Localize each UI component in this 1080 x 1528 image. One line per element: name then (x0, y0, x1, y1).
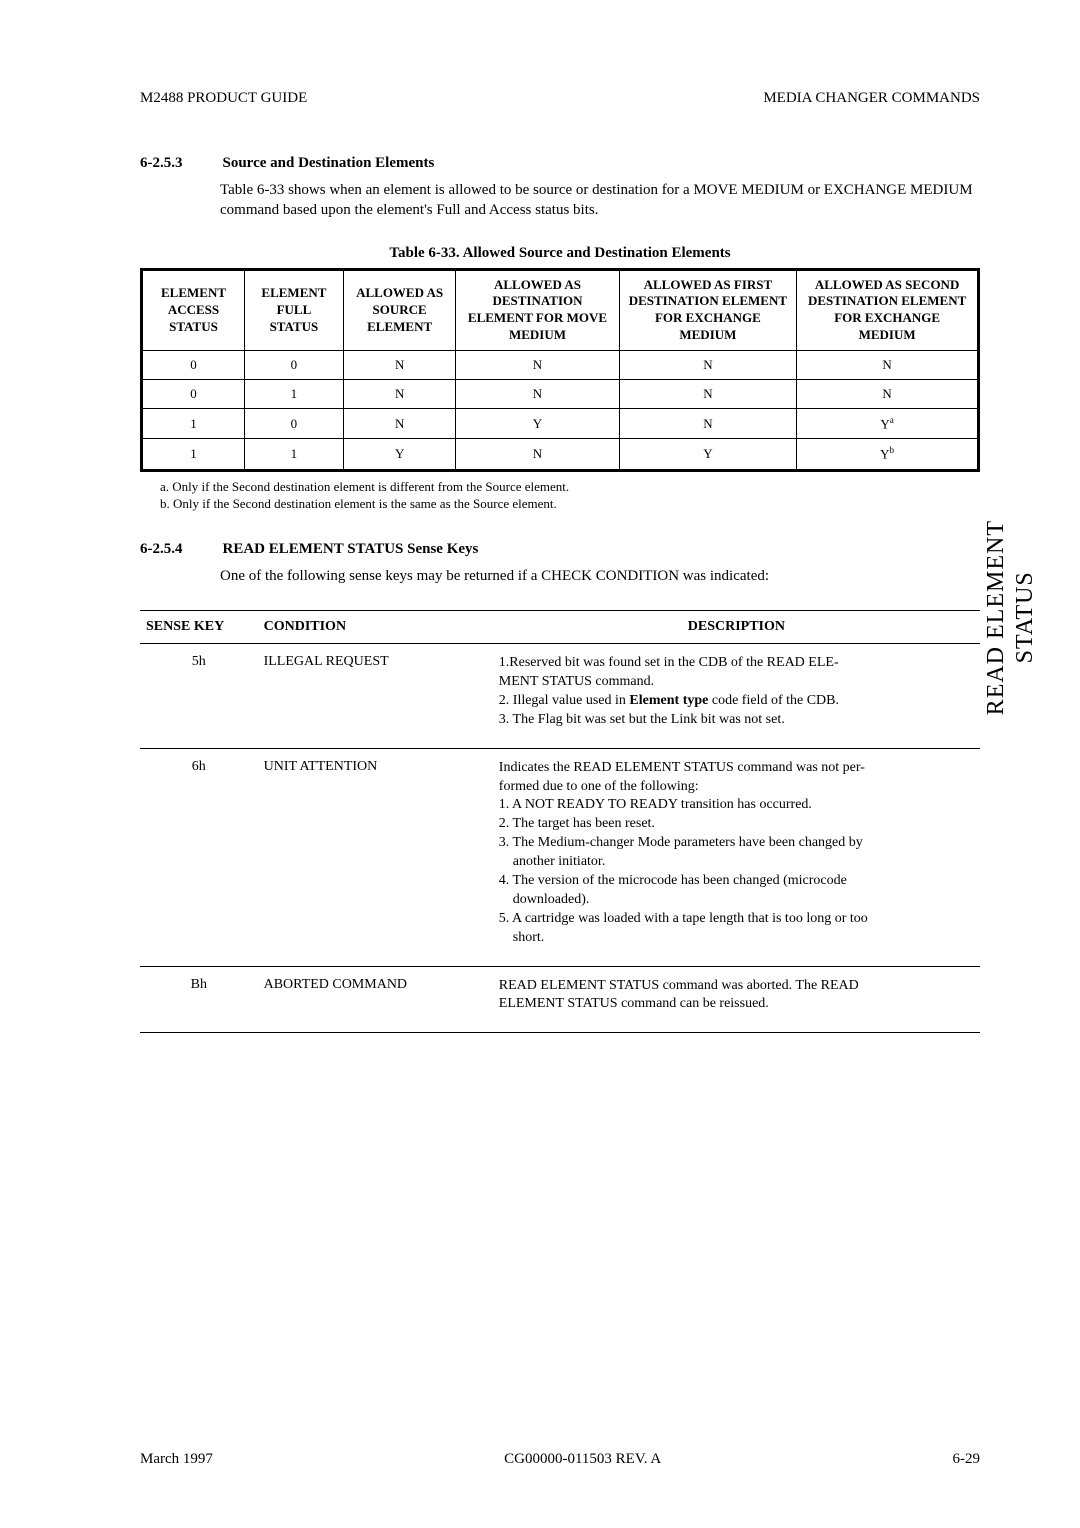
table-cell: N (456, 439, 619, 470)
side-tab: READ ELEMENT STATUS (982, 520, 1040, 715)
table-cell: N (619, 380, 797, 409)
sense-condition-cell: ABORTED COMMAND (258, 966, 493, 1033)
section-6253-para: Table 6-33 shows when an element is allo… (220, 180, 980, 221)
table-cell: N (456, 380, 619, 409)
table-cell: N (343, 380, 456, 409)
table-cell: 0 (245, 409, 344, 439)
sense-head-key: SENSE KEY (140, 611, 258, 644)
table-cell: N (343, 409, 456, 439)
side-tab-line2: STATUS (1012, 572, 1038, 664)
footnote-b: b. Only if the Second destination elemen… (160, 495, 980, 513)
col-header: ALLOWED AS FIRST DESTINATION ELEMENT FOR… (619, 269, 797, 351)
table-cell: 1 (142, 439, 245, 470)
table-cell: Ya (797, 409, 979, 439)
chapter-label: MEDIA CHANGER COMMANDS (763, 90, 980, 107)
table-33: ELEMENT ACCESS STATUS ELEMENT FULL STATU… (140, 268, 980, 472)
table-cell: 0 (245, 351, 344, 380)
side-tab-line1: READ ELEMENT (983, 520, 1009, 715)
sense-key-cell: 6h (140, 748, 258, 966)
table-33-footnotes: a. Only if the Second destination elemen… (160, 478, 980, 513)
table-cell: Y (619, 439, 797, 470)
section-6254-heading: 6-2.5.4 READ ELEMENT STATUS Sense Keys (140, 541, 980, 558)
col-header: ELEMENT ACCESS STATUS (142, 269, 245, 351)
section-title: READ ELEMENT STATUS Sense Keys (223, 541, 479, 558)
page-header: M2488 PRODUCT GUIDE MEDIA CHANGER COMMAN… (140, 90, 980, 107)
footnote-a: a. Only if the Second destination elemen… (160, 478, 980, 496)
table-cell: 0 (142, 380, 245, 409)
sense-head-cond: CONDITION (258, 611, 493, 644)
sense-head-desc: DESCRIPTION (493, 611, 980, 644)
table-cell: N (343, 351, 456, 380)
table-cell: N (797, 380, 979, 409)
section-6253-heading: 6-2.5.3 Source and Destination Elements (140, 155, 980, 172)
section-number: 6-2.5.4 (140, 541, 183, 558)
sense-key-cell: 5h (140, 644, 258, 749)
col-header: ALLOWED AS DESTINATION ELEMENT FOR MOVE … (456, 269, 619, 351)
col-header: ALLOWED AS SOURCE ELEMENT (343, 269, 456, 351)
section-6254-para: One of the following sense keys may be r… (220, 566, 980, 586)
sense-description-cell: Indicates the READ ELEMENT STATUS comman… (493, 748, 980, 966)
sense-condition-cell: UNIT ATTENTION (258, 748, 493, 966)
table-cell: N (797, 351, 979, 380)
sense-description-cell: 1.Reserved bit was found set in the CDB … (493, 644, 980, 749)
table-cell: 1 (142, 409, 245, 439)
table-cell: Y (343, 439, 456, 470)
table-cell: 1 (245, 439, 344, 470)
section-title: Source and Destination Elements (223, 155, 435, 172)
table-cell: N (619, 409, 797, 439)
footer-date: March 1997 (140, 1451, 213, 1468)
sense-key-table: SENSE KEY CONDITION DESCRIPTION 5hILLEGA… (140, 610, 980, 1033)
section-number: 6-2.5.3 (140, 155, 183, 172)
footer-pagenum: 6-29 (952, 1451, 980, 1468)
sense-condition-cell: ILLEGAL REQUEST (258, 644, 493, 749)
footer-docnum: CG00000-011503 REV. A (504, 1451, 661, 1468)
table-cell: N (456, 351, 619, 380)
col-header: ALLOWED AS SECOND DESTINATION ELEMENT FO… (797, 269, 979, 351)
col-header: ELEMENT FULL STATUS (245, 269, 344, 351)
table-cell: N (619, 351, 797, 380)
product-guide-label: M2488 PRODUCT GUIDE (140, 90, 307, 107)
table-cell: Y (456, 409, 619, 439)
table-cell: Yb (797, 439, 979, 470)
sense-description-cell: READ ELEMENT STATUS command was aborted.… (493, 966, 980, 1033)
table-33-caption: Table 6-33. Allowed Source and Destinati… (140, 245, 980, 262)
table-cell: 1 (245, 380, 344, 409)
table-cell: 0 (142, 351, 245, 380)
page-footer: March 1997 CG00000-011503 REV. A 6-29 (140, 1451, 980, 1468)
sense-key-cell: Bh (140, 966, 258, 1033)
